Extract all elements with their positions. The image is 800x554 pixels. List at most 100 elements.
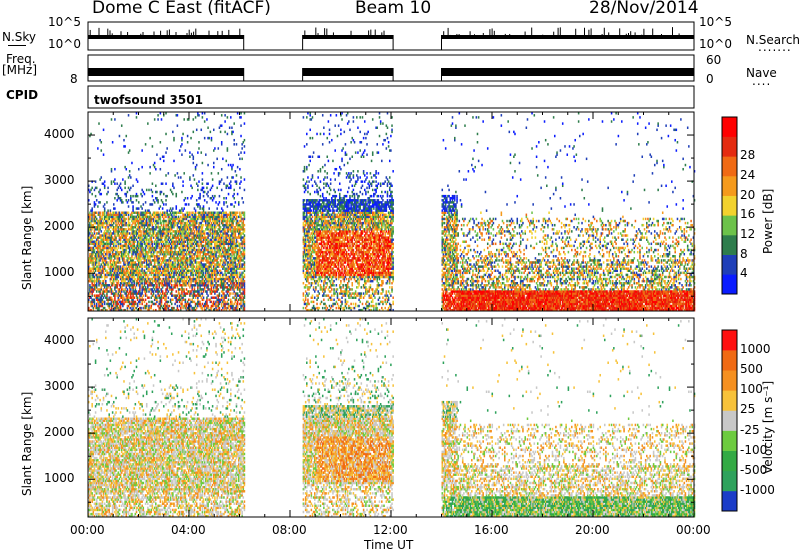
heatmap-cell xyxy=(157,114,159,116)
heatmap-cell xyxy=(148,189,150,191)
heatmap-cell xyxy=(172,280,174,282)
heatmap-cell xyxy=(197,189,199,191)
heatmap-cell xyxy=(97,147,99,149)
heatmap-cell xyxy=(149,137,151,139)
heatmap-cell xyxy=(224,120,226,122)
heatmap-cell xyxy=(189,212,191,214)
heatmap-cell xyxy=(196,129,198,131)
freq-trace xyxy=(442,68,695,76)
heatmap-cell xyxy=(228,193,230,195)
heatmap-cell xyxy=(107,261,109,263)
heatmap-cell xyxy=(204,137,206,139)
heatmap-cell xyxy=(218,147,220,149)
heatmap-cell xyxy=(225,160,227,162)
heatmap-cell xyxy=(229,127,231,129)
heatmap-cell xyxy=(207,182,209,184)
heatmap-cell xyxy=(91,207,93,209)
heatmap-cell xyxy=(197,185,199,187)
heatmap-cell xyxy=(146,303,148,305)
heatmap-cell xyxy=(168,172,170,174)
heatmap-cell xyxy=(206,118,208,120)
heatmap-cell xyxy=(143,294,145,296)
heatmap-cell xyxy=(104,185,106,187)
heatmap-cell xyxy=(191,187,193,189)
heatmap-cell xyxy=(233,122,235,124)
heatmap-cell xyxy=(187,197,189,199)
heatmap-cell xyxy=(216,158,218,160)
heatmap-cell xyxy=(215,201,217,203)
heatmap-cell xyxy=(207,127,209,129)
heatmap-cell xyxy=(206,187,208,189)
heatmap-cell xyxy=(97,205,99,207)
heatmap-cell xyxy=(211,172,213,174)
heatmap-cell xyxy=(165,182,167,184)
heatmap-cell xyxy=(207,164,209,166)
heatmap-cell xyxy=(198,141,200,143)
heatmap-cell xyxy=(163,160,165,162)
heatmap-cell xyxy=(129,170,131,172)
heatmap-cell xyxy=(138,201,140,203)
heatmap-cell xyxy=(129,222,131,224)
heatmap-cell xyxy=(149,172,151,174)
freq-trace xyxy=(88,68,244,76)
heatmap-cell xyxy=(231,127,233,129)
heatmap-cell xyxy=(165,203,167,205)
heatmap-cell xyxy=(106,201,108,203)
heatmap-cell xyxy=(228,164,230,166)
heatmap-cell xyxy=(171,284,173,286)
heatmap-cell xyxy=(221,189,223,191)
heatmap-cell xyxy=(225,201,227,203)
heatmap-cell xyxy=(172,207,174,209)
heatmap-cell xyxy=(221,141,223,143)
heatmap-cell xyxy=(160,158,162,160)
heatmap-cell xyxy=(190,137,192,139)
heatmap-cell xyxy=(111,168,113,170)
heatmap-cell xyxy=(195,116,197,118)
heatmap-cell xyxy=(197,151,199,153)
heatmap-cell xyxy=(173,187,175,189)
heatmap-cell xyxy=(193,156,195,158)
heatmap-cell xyxy=(146,189,148,191)
heatmap-cell xyxy=(183,288,185,290)
heatmap-cell xyxy=(196,199,198,201)
heatmap-cell xyxy=(181,153,183,155)
heatmap-cell xyxy=(237,272,239,274)
heatmap-cell xyxy=(149,166,151,168)
heatmap-cell xyxy=(103,153,105,155)
heatmap-cell xyxy=(152,145,154,147)
nsky-traces xyxy=(88,27,694,50)
heatmap-cell xyxy=(183,118,185,120)
heatmap-cell xyxy=(113,203,115,205)
heatmap-cell xyxy=(204,199,206,201)
heatmap-cell xyxy=(207,305,209,307)
heatmap-cell xyxy=(116,182,118,184)
heatmap-cell xyxy=(168,301,170,303)
heatmap-cell xyxy=(221,178,223,180)
heatmap-cell xyxy=(160,141,162,143)
heatmap-cell xyxy=(161,118,163,120)
heatmap-cell xyxy=(163,193,165,195)
heatmap-cell xyxy=(132,205,134,207)
heatmap-cell xyxy=(203,224,205,226)
nsky-trace xyxy=(442,35,695,39)
heatmap-cell xyxy=(126,218,128,220)
heatmap-cell xyxy=(95,180,97,182)
heatmap-cell xyxy=(224,131,226,133)
heatmap-cell xyxy=(157,199,159,201)
heatmap-cell xyxy=(182,185,184,187)
heatmap-cell xyxy=(157,118,159,120)
heatmap-cell xyxy=(173,137,175,139)
heatmap-cell xyxy=(225,197,227,199)
heatmap-cell xyxy=(140,230,142,232)
heatmap-cell xyxy=(132,195,134,197)
heatmap-cell xyxy=(121,189,123,191)
heatmap-cell xyxy=(114,178,116,180)
heatmap-cell xyxy=(200,151,202,153)
heatmap-cell xyxy=(212,178,214,180)
heatmap-cell xyxy=(172,131,174,133)
heatmap-cell xyxy=(148,301,150,303)
heatmap-cell xyxy=(221,168,223,170)
heatmap-cell xyxy=(124,187,126,189)
heatmap-cell xyxy=(219,201,221,203)
heatmap-cell xyxy=(172,182,174,184)
